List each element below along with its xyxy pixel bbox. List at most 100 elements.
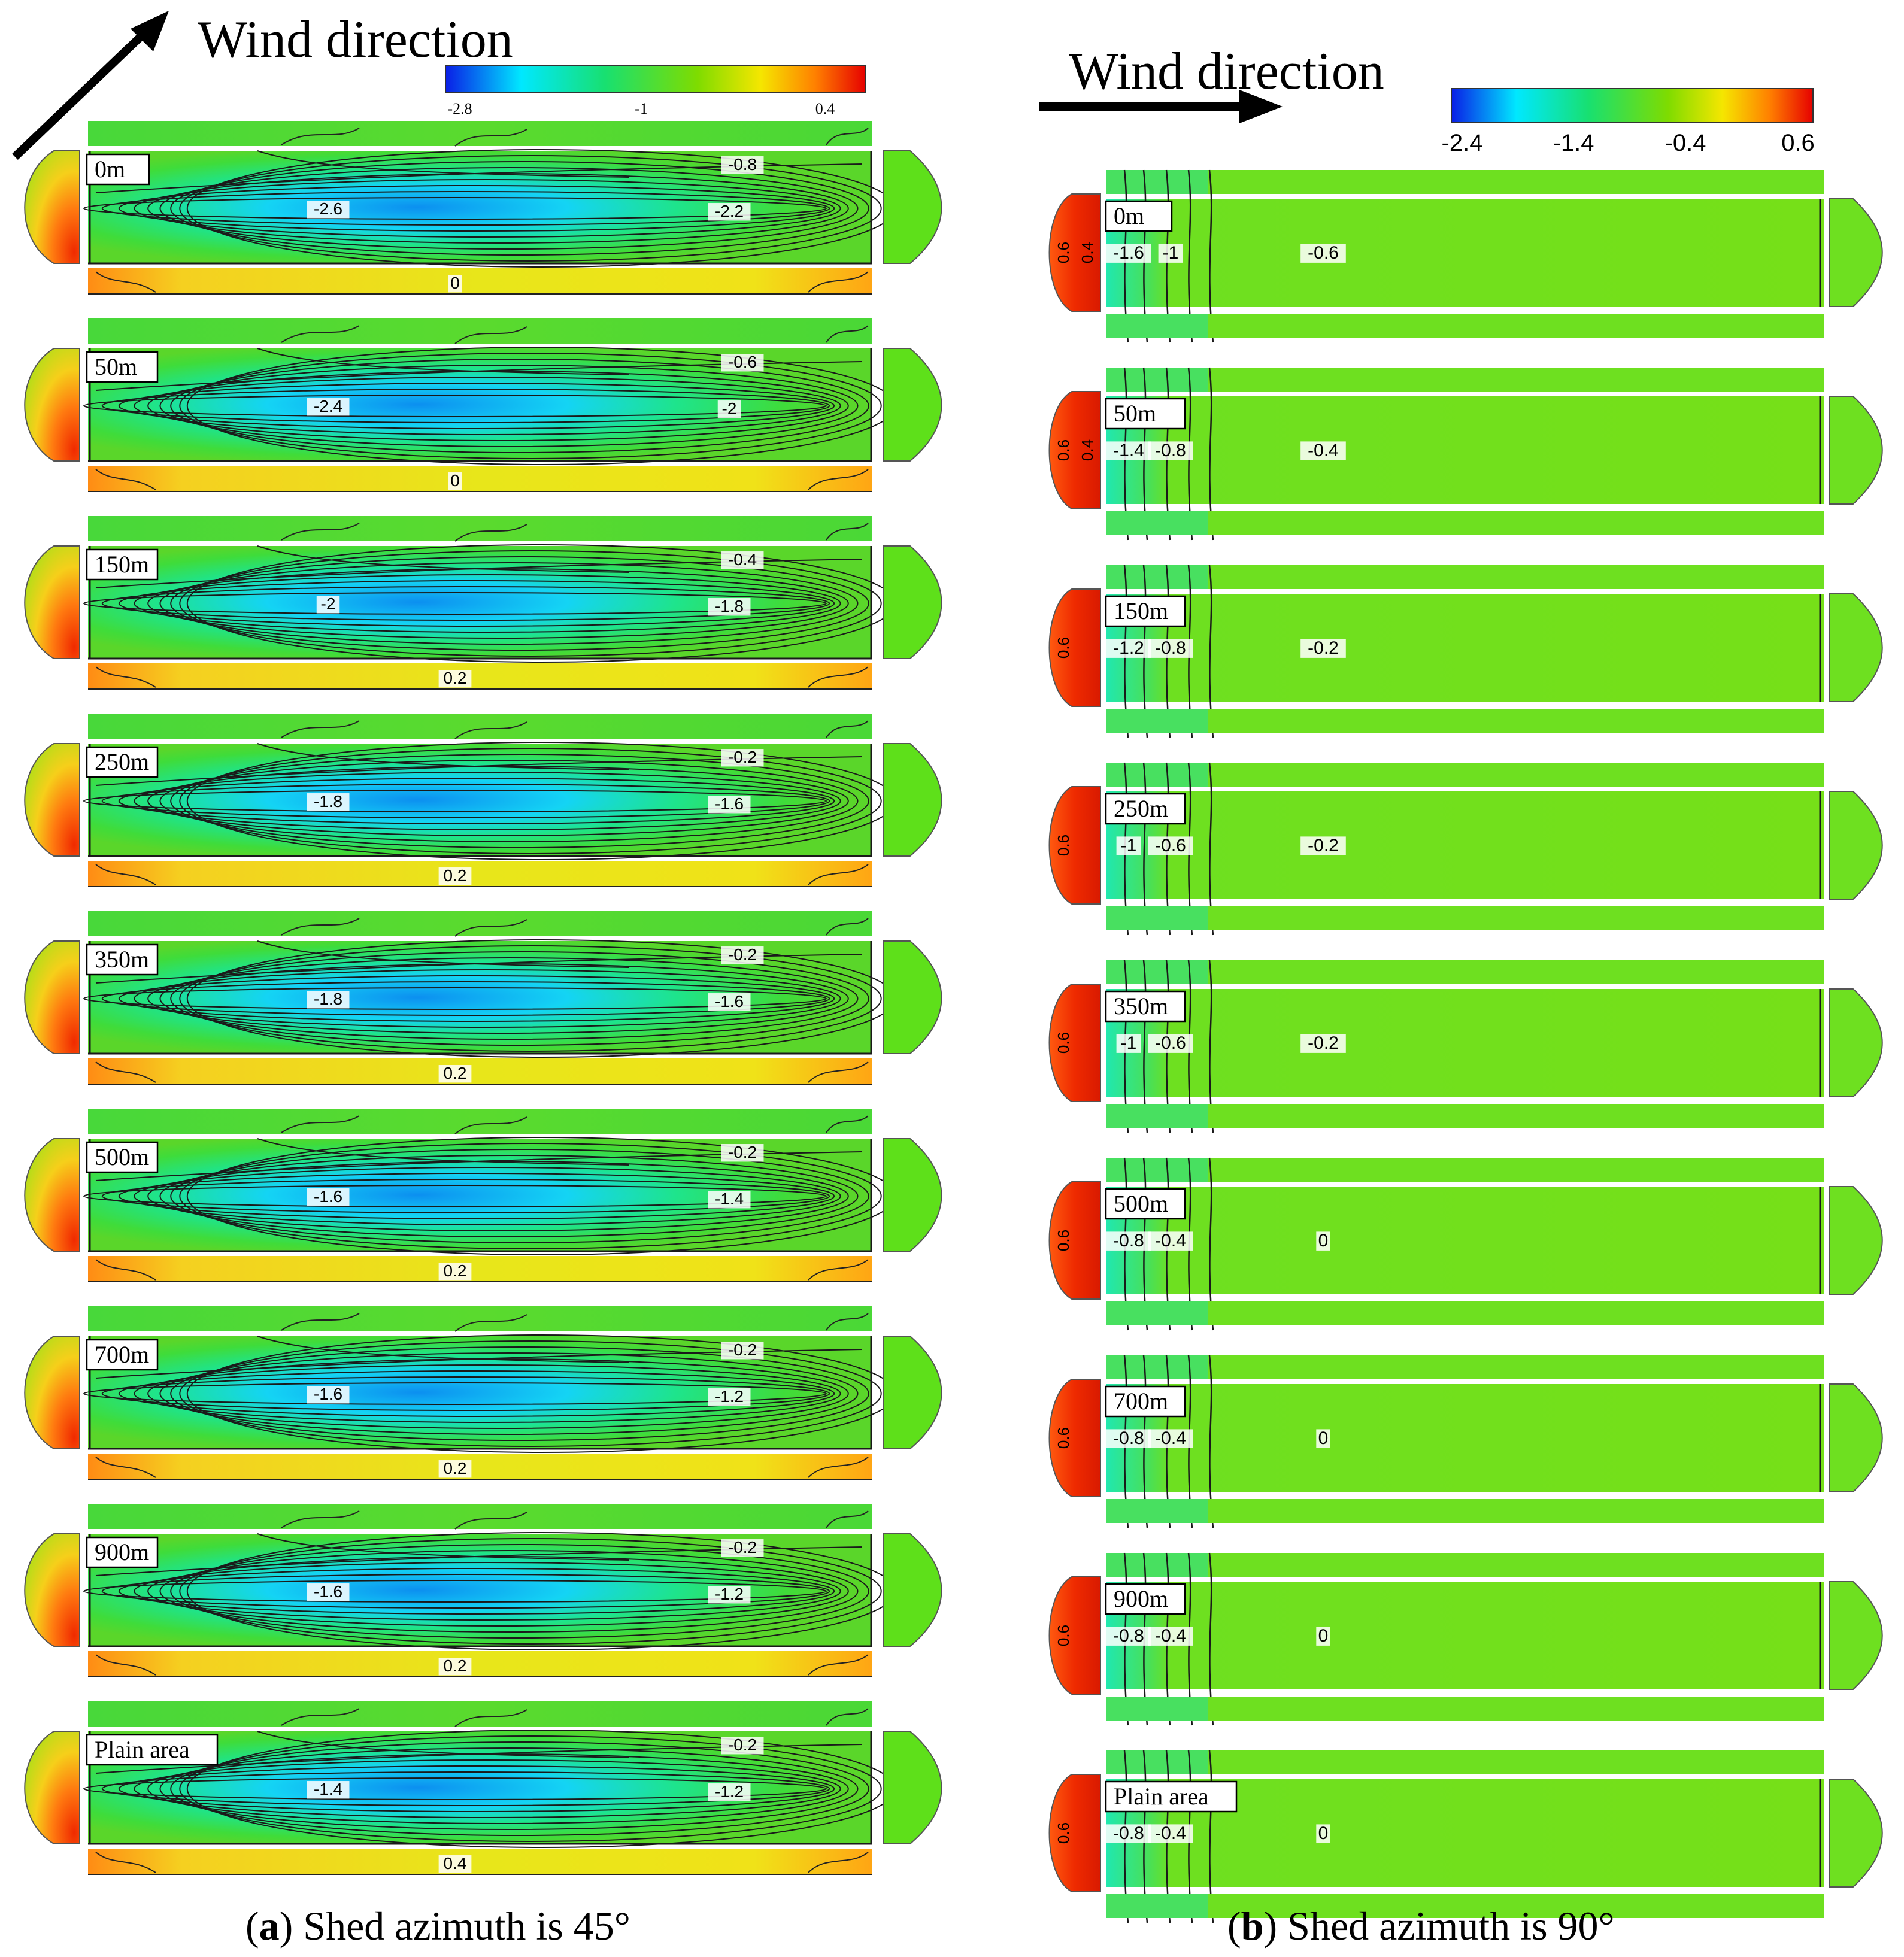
contour-label: -0.4 <box>1308 441 1339 460</box>
contour-line <box>179 1735 882 1842</box>
height-label: 900m <box>95 1539 149 1565</box>
height-label: 700m <box>1114 1388 1168 1415</box>
contour-label-bg <box>438 1460 472 1478</box>
contour-line <box>147 173 849 244</box>
colorbar-a <box>445 65 866 93</box>
contour-label-bg <box>721 1737 764 1755</box>
contour-label-bg <box>438 867 472 885</box>
colorbar-a-tick: -2.8 <box>447 100 472 117</box>
contour-label-bg <box>307 201 350 219</box>
colorbar-b <box>1451 88 1814 123</box>
contour-line <box>134 1167 841 1225</box>
contour-label: -1 <box>1163 243 1179 263</box>
contour-line <box>257 545 629 573</box>
contour-line <box>159 1352 859 1435</box>
contour-label: -0.2 <box>1308 1033 1339 1053</box>
contour-label: -1.2 <box>715 1387 744 1406</box>
panel-a: Wind direction-2.8 -1 0.4-2.6 -2.2-0.80m0-2… <box>12 11 942 1949</box>
contour-line <box>83 987 827 1010</box>
top-strip-windward <box>1106 170 1208 194</box>
contour-label-bg <box>438 1658 472 1676</box>
contour-line <box>170 359 869 453</box>
bottom-strip-windward <box>1106 1301 1208 1325</box>
contour-label-bg <box>1148 1429 1193 1448</box>
contour-line <box>1142 960 1148 1133</box>
height-label: 50m <box>1114 400 1156 427</box>
contour-label-bg <box>1300 441 1346 460</box>
height-label-box <box>1105 1780 1238 1813</box>
contour-line <box>257 940 629 968</box>
contour-label: -2.2 <box>715 202 744 220</box>
contour-label: -0.8 <box>1155 638 1186 658</box>
contour-label-bg <box>721 1539 764 1557</box>
contour-label-bg <box>1106 1231 1151 1251</box>
contour-line <box>1187 169 1193 343</box>
contour-label: -0.2 <box>728 1538 757 1557</box>
contour-line <box>1208 1552 1214 1726</box>
contour-label: 0.2 <box>444 1459 467 1477</box>
bottom-strip <box>1106 1104 1824 1128</box>
shed-row-b: 0.6 250m -1 -0.6 -0.2 <box>1048 762 1883 936</box>
top-strip-contours <box>281 325 869 344</box>
gable-end-right <box>883 940 942 1054</box>
contour-label: -1.2 <box>1113 638 1144 658</box>
contour-label: -1.4 <box>314 1780 342 1798</box>
contour-label-bg <box>1148 1824 1193 1843</box>
bottom-strip <box>1106 314 1824 338</box>
gable-end-right <box>1829 988 1883 1097</box>
contour-label: -0.8 <box>1113 1428 1144 1448</box>
panel-b: Wind direction -2.4 -1.4 -0.4 0.6 0.6 0.4 0m -1.… <box>1039 43 1883 1949</box>
top-strip <box>1106 763 1824 787</box>
contour-label: -1.8 <box>715 597 744 615</box>
contour-label: -0.8 <box>728 155 757 174</box>
contour-line <box>134 179 841 238</box>
contour-label: -0.2 <box>728 945 757 964</box>
contour-line <box>179 1340 882 1447</box>
contour-line <box>147 1753 849 1824</box>
gable-contour-label: 0.6 <box>1054 1625 1072 1646</box>
contour-line <box>257 1138 629 1166</box>
colorbar-b-tick: 0.6 <box>1781 130 1815 156</box>
gable-end-right <box>1829 198 1883 307</box>
top-strip-contours <box>281 1115 869 1134</box>
gable-end-right <box>883 1731 942 1844</box>
bottom-strip-contours <box>95 469 869 490</box>
contour-label-bg <box>307 398 350 416</box>
shed-row-a: -2 -1.8 -0.4 150m 0.2 <box>24 516 942 690</box>
bottom-strip-contours <box>95 666 869 688</box>
contour-line <box>118 1568 835 1615</box>
top-strip-contours <box>281 720 869 739</box>
contour-label: -1.2 <box>715 1585 744 1603</box>
caption-b-text: ) Shed azimuth is 90° <box>1263 1903 1614 1949</box>
contour-line <box>170 951 869 1046</box>
contour-line <box>179 1143 882 1249</box>
contour-line <box>101 1376 830 1411</box>
contour-label: -1.4 <box>1113 441 1144 460</box>
contour-line <box>134 1562 841 1621</box>
bottom-strip-contours <box>95 1852 869 1873</box>
top-strip <box>88 318 872 344</box>
caption-b-letter: b <box>1241 1903 1264 1949</box>
gable-end-right <box>883 150 942 264</box>
roof-panel <box>1106 199 1824 307</box>
gable-contour-label: 0.6 <box>1054 637 1072 659</box>
contour-label: -0.4 <box>1155 1428 1186 1448</box>
shed-row-a: -1.6 -1.2 -0.2 900m 0.2 <box>24 1504 942 1677</box>
contour-line <box>257 1533 629 1561</box>
contour-line <box>83 395 827 417</box>
contour-label-bg <box>1300 244 1346 263</box>
roof-panel <box>1106 1384 1824 1492</box>
roof-panel <box>1106 1582 1824 1689</box>
contour-label: -0.2 <box>1308 836 1339 855</box>
contour-line <box>83 197 827 220</box>
shed-row-a: -2.4 -2 -0.6 50m 0 <box>24 318 942 492</box>
bottom-strip <box>1106 709 1824 733</box>
height-label-box <box>1105 200 1173 232</box>
contour-label-bg <box>307 1781 350 1799</box>
gable-end-left <box>24 1336 80 1449</box>
height-label: 150m <box>95 551 149 578</box>
height-label: 900m <box>1114 1585 1168 1612</box>
contour-line <box>83 592 827 615</box>
contour-line <box>159 1747 859 1830</box>
contour-label-bg <box>1148 1231 1193 1251</box>
